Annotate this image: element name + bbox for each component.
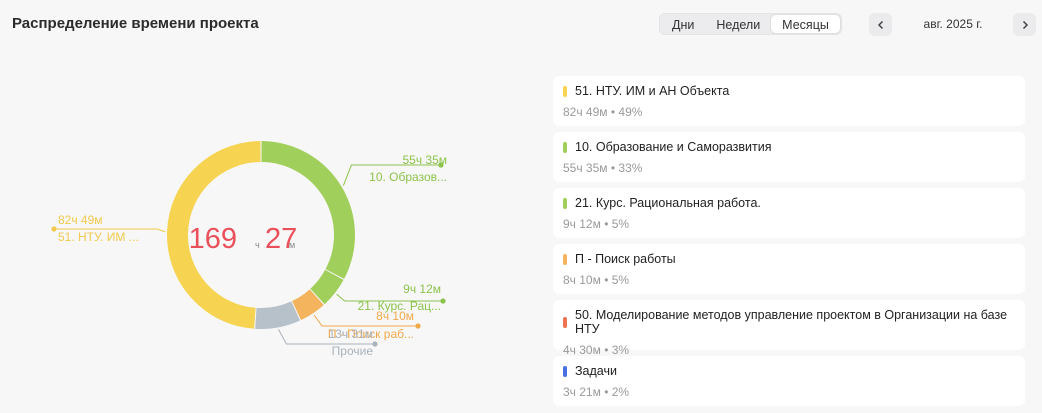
color-marker [563,141,567,153]
donut-slice[interactable] [292,289,324,321]
donut-slice[interactable] [167,141,261,329]
color-marker [563,85,567,97]
callout-line [313,314,418,327]
legend-stats: 9ч 12м • 5% [563,217,630,231]
slice-name-label: 10. Образов... [369,170,447,184]
callout-dot [51,226,57,232]
center-hours-unit: ч [255,240,260,250]
legend-name: П - Поиск работы [575,252,676,266]
donut-slice[interactable] [310,269,344,305]
period-switch: Дни Недели Месяцы [659,13,842,35]
callout-dot [415,323,421,329]
callout-line [54,228,166,233]
prev-period-button[interactable] [869,13,892,36]
slice-name-label: Прочие [332,344,374,358]
center-minutes-unit: м [289,240,295,250]
color-marker [563,197,567,209]
slice-value-label: 13ч 31м [328,327,373,341]
slice-value-label: 8ч 10м [376,309,414,323]
legend-name: Задачи [575,364,617,378]
donut-slice[interactable] [255,301,301,329]
legend-list: 51. НТУ. ИМ и АН Объекта 82ч 49м • 49% 1… [553,76,1025,412]
color-marker [563,316,567,328]
legend-item[interactable]: 51. НТУ. ИМ и АН Объекта 82ч 49м • 49% [553,76,1025,126]
legend-item[interactable]: Задачи 3ч 21м • 2% [553,356,1025,406]
chevron-left-icon [877,20,883,29]
callout-line [278,329,375,345]
tab-weeks[interactable]: Недели [716,18,761,32]
slice-name-label: П - Поиск раб... [328,327,414,341]
page-title: Распределение времени проекта [12,15,259,32]
legend-stats: 55ч 35м • 33% [563,161,643,175]
legend-name: 51. НТУ. ИМ и АН Объекта [575,84,730,98]
legend-name: 21. Курс. Рациональная работа. [575,196,761,210]
legend-item[interactable]: 10. Образование и Саморазвития 55ч 35м •… [553,132,1025,182]
chevron-right-icon [1022,20,1028,29]
legend-item[interactable]: П - Поиск работы 8ч 10м • 5% [553,244,1025,294]
legend-stats: 4ч 30м • 3% [563,343,630,357]
donut-slice[interactable] [261,141,355,279]
period-label: авг. 2025 г. [923,17,983,31]
slice-name-label: 21. Курс. Рац... [358,299,441,313]
color-marker [563,365,567,377]
callout-line [342,164,441,186]
tab-days[interactable]: Дни [672,18,695,32]
legend-stats: 3ч 21м • 2% [563,385,630,399]
center-minutes: 27 [265,223,297,255]
slice-name-label: 51. НТУ. ИМ ... [58,230,139,244]
slice-value-label: 9ч 12м [403,282,441,296]
slice-value-label: 82ч 49м [58,213,103,227]
legend-stats: 8ч 10м • 5% [563,273,630,287]
color-marker [563,253,567,265]
legend-name: 50. Моделирование методов управление про… [575,308,1008,336]
legend-name: 10. Образование и Саморазвития [575,140,772,154]
next-period-button[interactable] [1013,13,1036,36]
callout-dot [372,341,378,347]
center-total: 169 ч 27 м [189,223,298,255]
tab-months[interactable]: Месяцы [771,15,840,33]
center-hours: 169 [189,223,237,255]
legend-item[interactable]: 21. Курс. Рациональная работа. 9ч 12м • … [553,188,1025,238]
callout-dot [438,162,444,168]
callout-line [336,293,443,302]
callout-dot [440,298,446,304]
legend-stats: 82ч 49м • 49% [563,105,643,119]
donut-chart: 55ч 35м 10. Образов... 9ч 12м 21. Курс. Рац… [51,141,447,358]
legend-item[interactable]: 50. Моделирование методов управление про… [553,300,1025,357]
slice-value-label: 55ч 35м [402,153,447,167]
